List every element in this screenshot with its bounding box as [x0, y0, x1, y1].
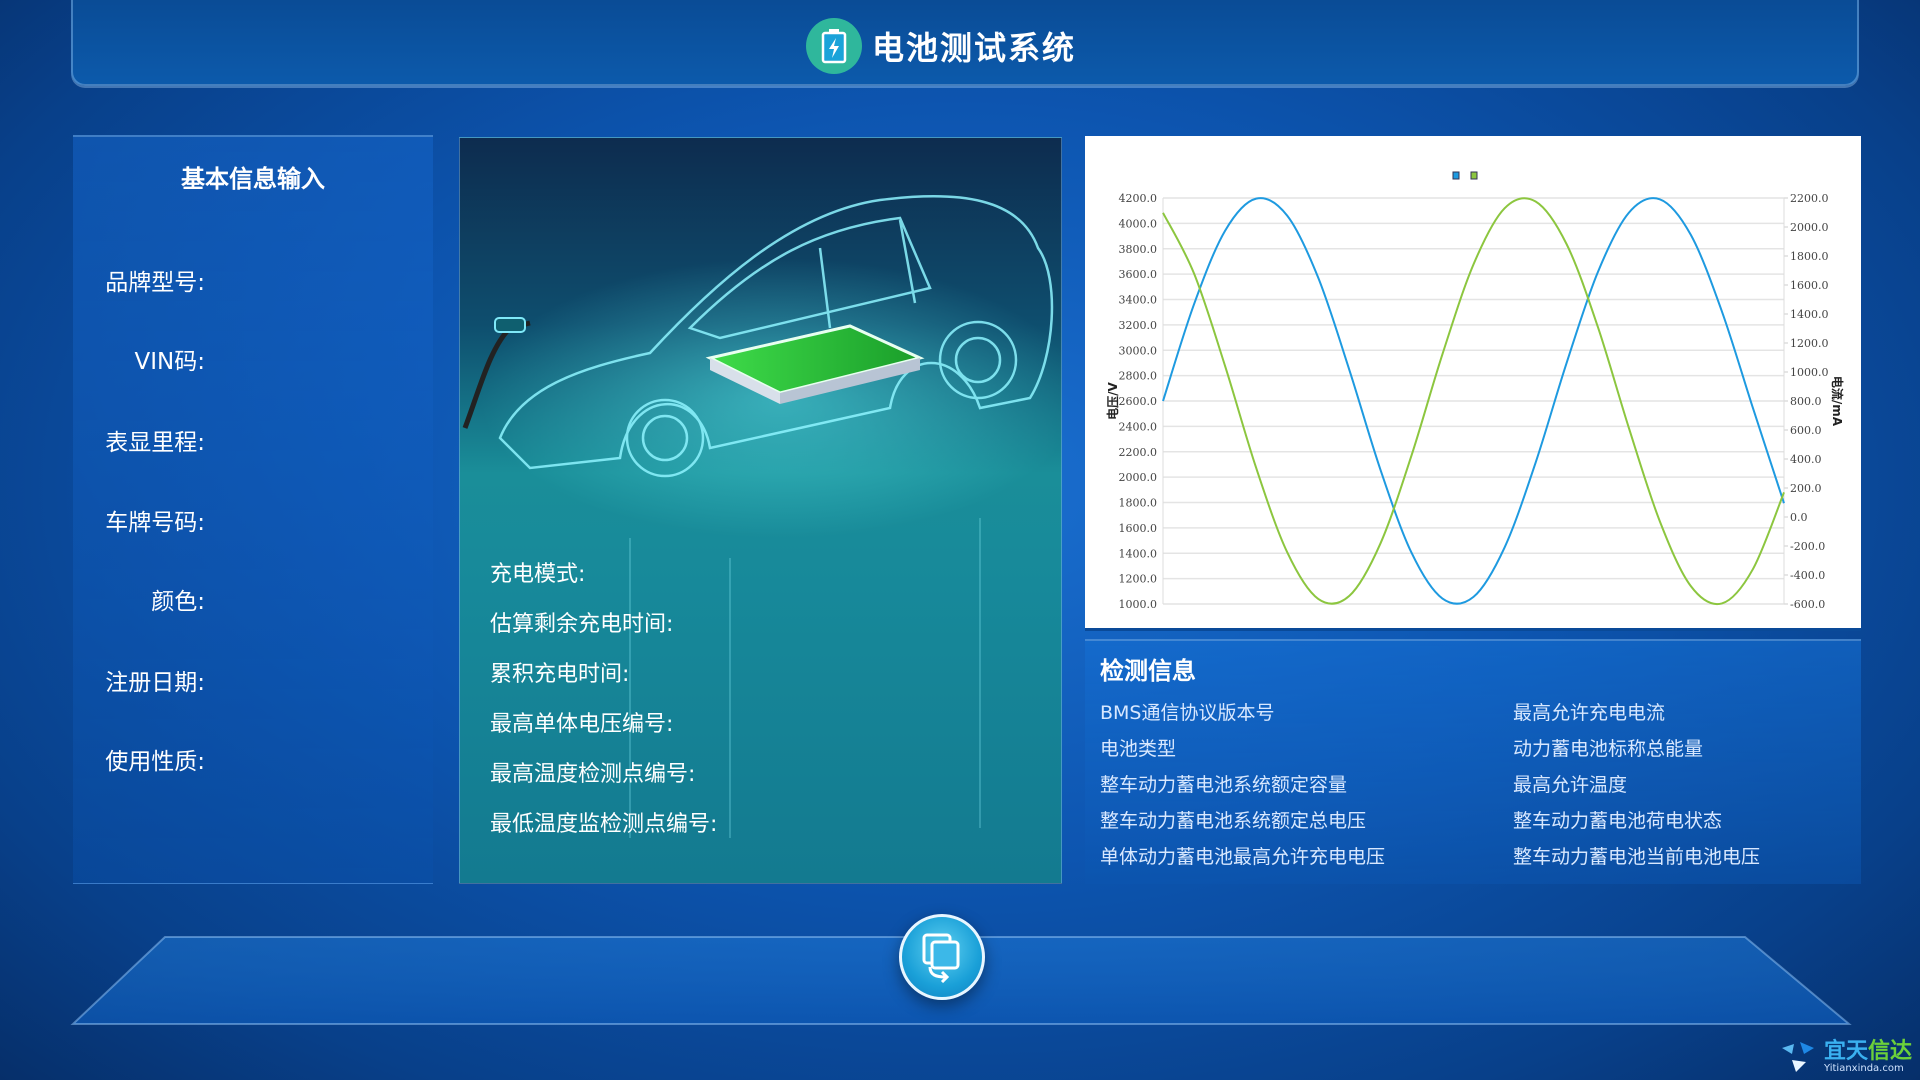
- brand-name-part2: 信达: [1867, 1038, 1912, 1064]
- app-title-group: 电池测试系统: [806, 18, 1076, 74]
- detection-item: BMS通信协议版本号: [1100, 702, 1275, 724]
- right-tick-label: 800.0: [1790, 395, 1822, 408]
- right-tick-label: 200.0: [1790, 482, 1822, 495]
- left-tick-label: 1800.0: [1119, 497, 1158, 510]
- detection-info-title: 检测信息: [1100, 657, 1196, 685]
- detection-item: 整车动力蓄电池当前电池电压: [1513, 846, 1761, 868]
- left-tick-label: 3800.0: [1119, 243, 1158, 256]
- right-tick-label: 400.0: [1790, 453, 1822, 466]
- left-tick-label: 4200.0: [1119, 192, 1158, 205]
- detection-item: 单体动力蓄电池最高允许充电电压: [1100, 846, 1386, 868]
- min-temp-point-id-label: 最低温度监检测点编号:: [490, 812, 718, 837]
- left-tick-label: 1400.0: [1119, 547, 1158, 560]
- detection-item: 电池类型: [1100, 738, 1177, 760]
- cumulative-charge-time-label: 累积充电时间:: [490, 662, 630, 687]
- left-tick-label: 2000.0: [1119, 471, 1158, 484]
- voltage-current-chart-panel: 1000.0 1200.0 1400.0 1600.0 1800.0 2000.0 2200…: [1085, 136, 1861, 631]
- max-cell-voltage-id-label: 最高单体电压编号:: [490, 712, 674, 737]
- detection-item: 动力蓄电池标称总能量: [1513, 738, 1704, 760]
- left-tick-label: 1000.0: [1119, 598, 1158, 611]
- left-tick-label: 2400.0: [1119, 420, 1158, 433]
- detection-item: 整车动力蓄电池荷电状态: [1513, 810, 1723, 832]
- right-tick-label: 2200.0: [1790, 192, 1829, 205]
- series-line-2: [1162, 197, 1785, 606]
- left-tick-label: 2600.0: [1119, 395, 1158, 408]
- series-line-1: [1162, 197, 1785, 605]
- left-tick-label: 3000.0: [1119, 344, 1158, 357]
- brand-logo-icon: [1781, 1042, 1814, 1072]
- left-tick-label: 4000.0: [1119, 217, 1158, 230]
- plate-number-label: 车牌号码:: [105, 510, 205, 536]
- charge-mode-label: 充电模式:: [490, 562, 586, 587]
- detection-item: 整车动力蓄电池系统额定容量: [1100, 774, 1348, 796]
- battery-charging-icon: [806, 18, 862, 74]
- register-date-label: 注册日期:: [105, 670, 205, 696]
- detection-item: 整车动力蓄电池系统额定总电压: [1100, 810, 1367, 832]
- brand-logo: 宜天信达 Yitianxinda.com: [1780, 1040, 1912, 1074]
- right-tick-label: 0.0: [1790, 511, 1808, 524]
- voltage-current-chart: 1000.0 1200.0 1400.0 1600.0 1800.0 2000.0 2200…: [1105, 171, 1845, 611]
- right-tick-label: -600.0: [1790, 598, 1825, 611]
- detection-item: 最高允许温度: [1513, 774, 1628, 796]
- left-tick-label: 3600.0: [1119, 268, 1158, 281]
- detection-item: 最高允许充电电流: [1513, 702, 1666, 724]
- vin-label: VIN码:: [134, 349, 205, 375]
- copy-transfer-icon: [922, 933, 960, 983]
- vehicle-charging-panel: 充电模式: 估算剩余充电时间: 累积充电时间: 最高单体电压编号: 最高温度检测…: [459, 137, 1062, 884]
- vehicle-battery-illustration: [462, 195, 1061, 838]
- left-tick-label: 2800.0: [1119, 370, 1158, 383]
- color-label: 颜色:: [151, 589, 205, 615]
- header-bar: [71, 0, 1859, 86]
- usage-type-label: 使用性质:: [105, 749, 205, 775]
- legend-swatch-1: [1452, 171, 1460, 180]
- left-tick-label: 3400.0: [1119, 294, 1158, 307]
- basic-info-panel: 基本信息输入 品牌型号: VIN码: 表显里程: 车牌号码: 颜色: 注册日期:…: [73, 135, 433, 884]
- left-tick-label: 1600.0: [1119, 522, 1158, 535]
- brand-name-part1: 宜天: [1823, 1038, 1868, 1064]
- legend-swatch-2: [1470, 171, 1478, 180]
- brand-url: Yitianxinda.com: [1823, 1062, 1904, 1074]
- left-tick-label: 3200.0: [1119, 319, 1158, 332]
- mileage-label: 表显里程:: [105, 430, 205, 456]
- left-tick-label: 2200.0: [1119, 446, 1158, 459]
- remaining-charge-time-label: 估算剩余充电时间:: [490, 612, 674, 637]
- right-tick-label: 2000.0: [1790, 221, 1829, 234]
- left-axis-label: 电压/V: [1105, 381, 1120, 419]
- right-tick-label: 1400.0: [1790, 308, 1829, 321]
- transfer-copy-button[interactable]: [899, 914, 985, 1000]
- right-tick-label: 1800.0: [1790, 250, 1829, 263]
- right-axis-label: 电流/mA: [1830, 376, 1845, 427]
- right-tick-label: 1600.0: [1790, 279, 1829, 292]
- app-title: 电池测试系统: [872, 29, 1077, 67]
- max-temp-point-id-label: 最高温度检测点编号:: [490, 762, 696, 787]
- right-tick-label: 600.0: [1790, 424, 1822, 437]
- right-tick-label: 1000.0: [1790, 366, 1829, 379]
- basic-info-title: 基本信息输入: [181, 165, 325, 193]
- detection-info-panel: 检测信息 BMS通信协议版本号 电池类型 整车动力蓄电池系统额定容量 整车动力蓄…: [1085, 639, 1861, 884]
- right-tick-label: -400.0: [1790, 569, 1825, 582]
- right-tick-label: 1200.0: [1790, 337, 1829, 350]
- brand-model-label: 品牌型号:: [105, 270, 205, 296]
- right-tick-label: -200.0: [1790, 540, 1825, 553]
- left-tick-label: 1200.0: [1119, 573, 1158, 586]
